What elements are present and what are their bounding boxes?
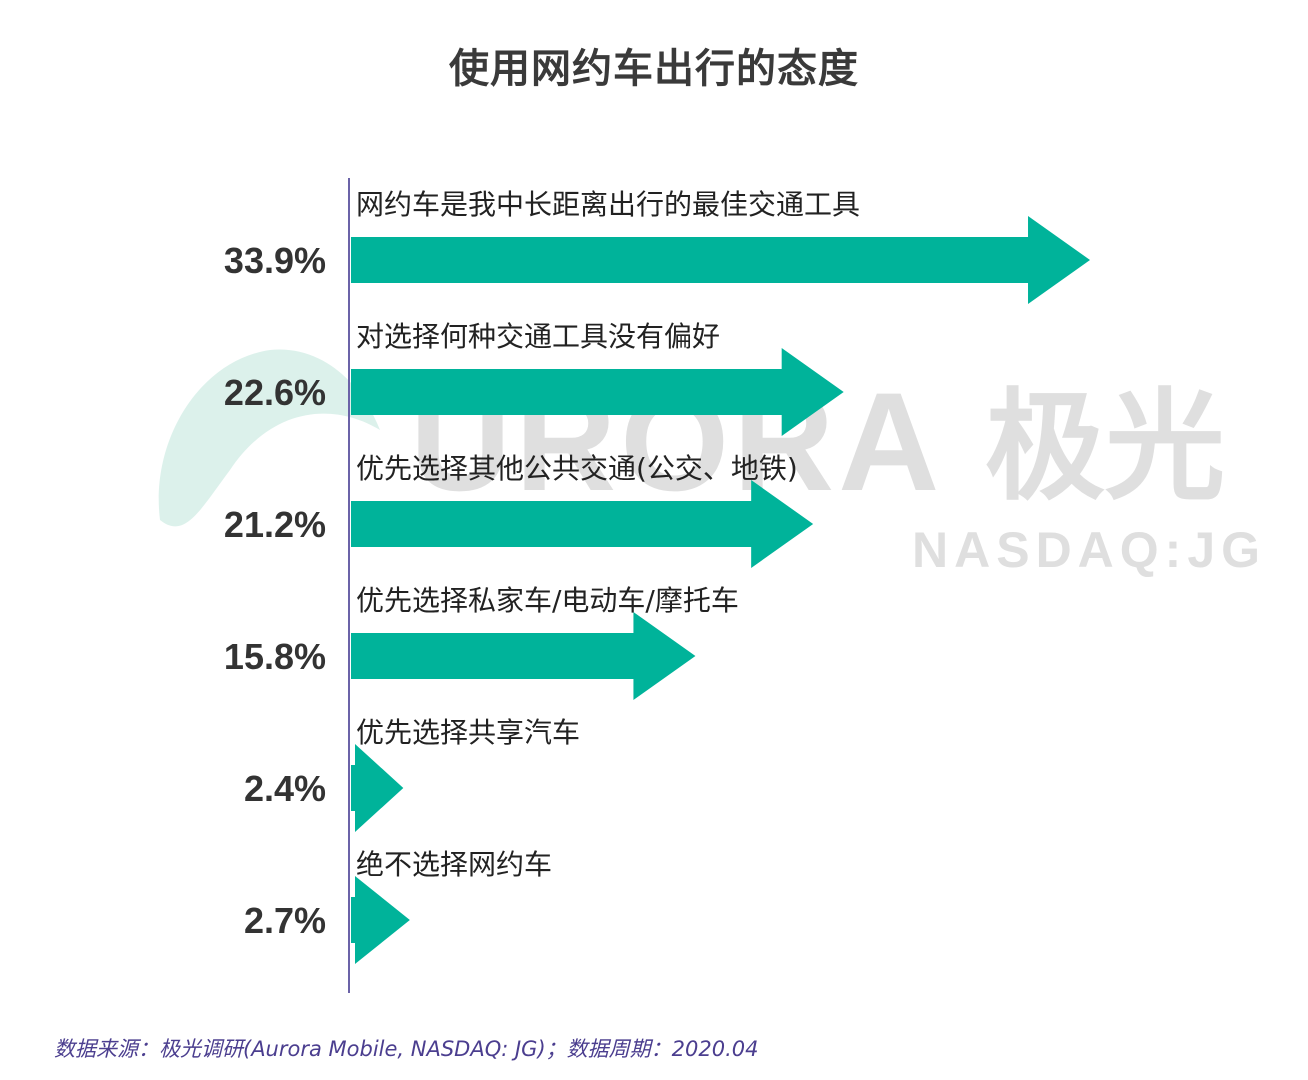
bar-arrow bbox=[351, 744, 404, 832]
category-label: 优先选择共享汽车 bbox=[356, 716, 580, 749]
value-label: 33.9% bbox=[224, 240, 326, 281]
watermark-brand-cn: 极光 bbox=[985, 378, 1225, 517]
category-label: 优先选择私家车/电动车/摩托车 bbox=[356, 584, 739, 617]
source-note: 数据来源：极光调研(Aurora Mobile, NASDAQ: JG)；数据周… bbox=[54, 1037, 759, 1061]
bars-group: 网约车是我中长距离出行的最佳交通工具 33.9% 对选择何种交通工具没有偏好 22.6… bbox=[224, 188, 1091, 964]
bar-arrow bbox=[351, 348, 844, 436]
category-label: 绝不选择网约车 bbox=[356, 848, 552, 881]
category-label: 对选择何种交通工具没有偏好 bbox=[356, 320, 720, 353]
value-label: 22.6% bbox=[224, 372, 326, 413]
chart-title: 使用网约车出行的态度 bbox=[449, 46, 859, 92]
watermark-exchange: NASDAQ:JG bbox=[912, 522, 1266, 578]
value-label: 21.2% bbox=[224, 504, 326, 545]
value-label: 2.7% bbox=[244, 900, 326, 941]
category-label: 优先选择其他公共交通(公交、地铁) bbox=[356, 452, 798, 485]
bar-arrow bbox=[351, 216, 1091, 304]
category-label: 网约车是我中长距离出行的最佳交通工具 bbox=[356, 188, 860, 221]
value-label: 15.8% bbox=[224, 636, 326, 677]
watermark-logo-swoosh bbox=[158, 349, 380, 527]
bar-arrow bbox=[351, 612, 696, 700]
bar-arrow bbox=[351, 480, 814, 568]
value-label: 2.4% bbox=[244, 768, 326, 809]
bar-arrow bbox=[351, 876, 410, 964]
